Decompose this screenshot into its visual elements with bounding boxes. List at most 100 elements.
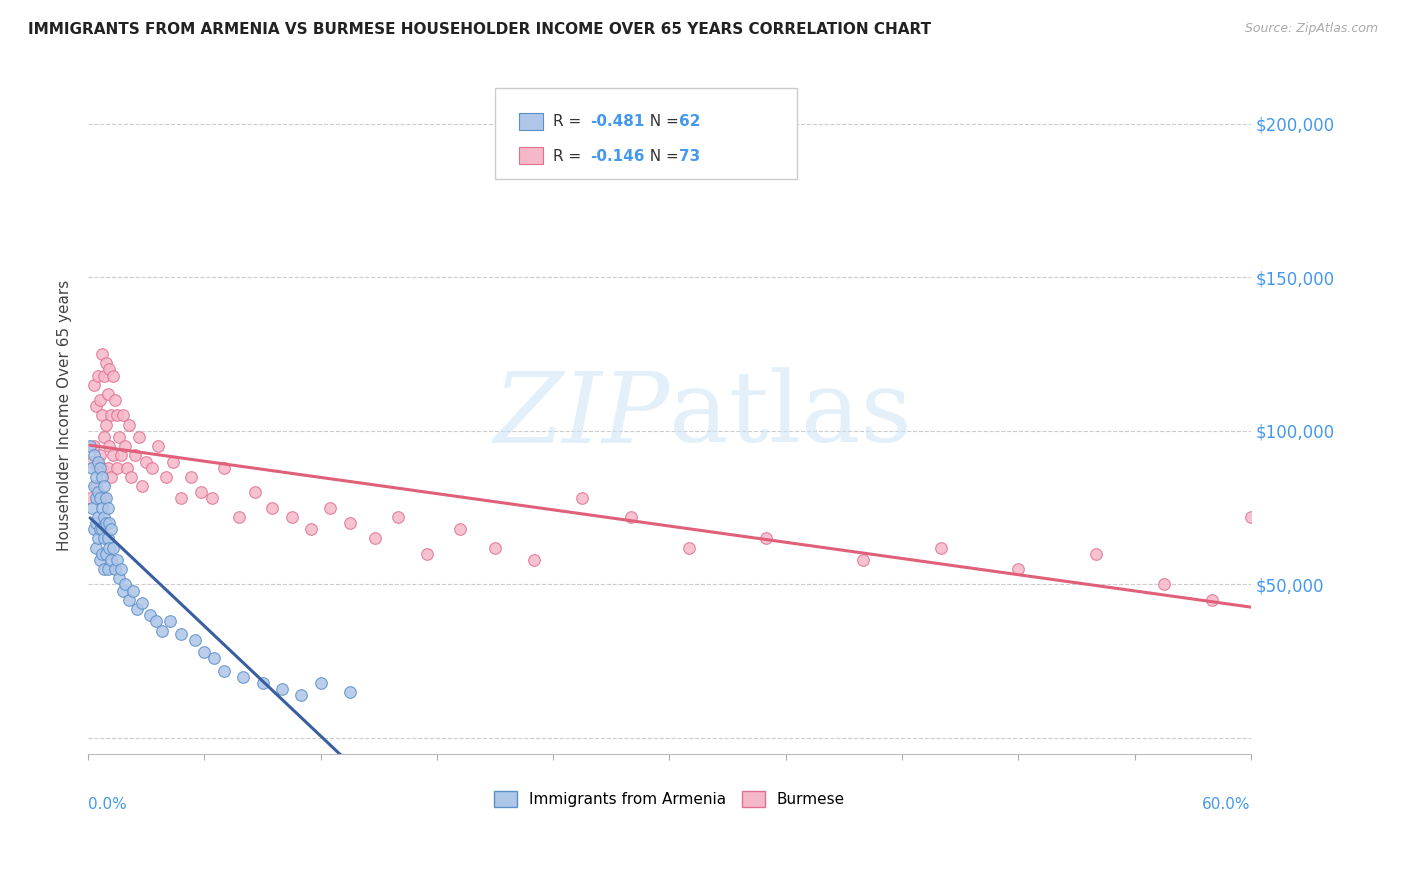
Point (100, 522, 122, 536)
Point (190, 485, 212, 500)
Point (145, 615, 167, 629)
Point (84, 491, 107, 506)
Point (416, 547, 439, 561)
Point (89, 522, 111, 536)
Text: ZIP: ZIP (494, 368, 669, 463)
Point (212, 664, 235, 678)
Point (90, 460, 112, 475)
Point (100, 409, 122, 423)
Point (96, 460, 118, 475)
Point (852, 553, 875, 567)
Point (87, 454, 110, 468)
Text: 62: 62 (679, 114, 700, 129)
Point (105, 553, 128, 567)
Point (90, 522, 112, 536)
Point (89, 460, 111, 475)
Point (571, 491, 593, 506)
Point (232, 670, 254, 684)
Point (228, 509, 250, 524)
Point (114, 577, 136, 591)
Point (96, 562, 118, 576)
Point (90, 470, 112, 484)
Text: R =: R = (553, 114, 586, 129)
Point (290, 688, 312, 702)
Text: 60.0%: 60.0% (1202, 797, 1251, 813)
Point (89, 553, 111, 567)
Point (118, 417, 141, 432)
Point (155, 470, 177, 484)
Point (201, 491, 224, 506)
Point (114, 439, 136, 453)
Point (79, 439, 101, 453)
Point (339, 516, 361, 530)
Point (104, 393, 127, 408)
Point (118, 592, 141, 607)
Point (93, 430, 115, 444)
Point (180, 470, 202, 484)
Point (170, 626, 193, 640)
Point (94, 547, 117, 561)
Text: 73: 73 (679, 149, 700, 163)
FancyBboxPatch shape (519, 112, 543, 130)
Point (80, 454, 103, 468)
Point (90, 547, 112, 561)
Point (1240, 509, 1263, 524)
Point (929, 541, 952, 555)
Point (103, 368, 125, 383)
Point (98, 362, 121, 376)
Point (309, 676, 332, 690)
Point (131, 479, 153, 493)
Point (105, 460, 128, 475)
Point (87, 485, 110, 500)
Point (103, 449, 125, 463)
Point (104, 562, 127, 576)
Point (84, 399, 107, 413)
Point (110, 449, 132, 463)
Point (93, 491, 115, 506)
Point (83, 439, 105, 453)
Point (387, 509, 409, 524)
Point (755, 532, 778, 546)
Point (1084, 547, 1107, 561)
Point (299, 522, 322, 536)
Point (89, 449, 111, 463)
Point (125, 602, 148, 616)
Point (100, 553, 122, 567)
Point (87, 509, 110, 524)
Point (94, 417, 117, 432)
Point (100, 470, 122, 484)
Point (183, 632, 205, 647)
Point (193, 645, 215, 659)
FancyBboxPatch shape (495, 87, 797, 179)
Point (112, 583, 135, 598)
FancyBboxPatch shape (519, 147, 543, 164)
Point (1007, 562, 1029, 576)
Point (271, 681, 294, 696)
Point (87, 532, 110, 546)
Point (94, 491, 117, 506)
Point (96, 532, 118, 546)
Point (108, 571, 131, 585)
Point (90, 347, 112, 361)
Point (93, 562, 115, 576)
Point (103, 541, 125, 555)
Point (159, 615, 181, 629)
Point (94, 516, 117, 530)
Point (87, 368, 110, 383)
Point (339, 685, 361, 699)
Text: 0.0%: 0.0% (89, 797, 127, 813)
Point (87, 460, 110, 475)
Point (162, 454, 184, 468)
Point (84, 541, 107, 555)
Point (98, 516, 121, 530)
Point (523, 553, 546, 567)
Point (280, 509, 302, 524)
Point (93, 368, 115, 383)
Point (364, 532, 387, 546)
Point (202, 651, 225, 665)
Point (678, 541, 700, 555)
Point (128, 430, 150, 444)
Point (124, 449, 146, 463)
Point (262, 500, 284, 515)
Point (80, 500, 103, 515)
